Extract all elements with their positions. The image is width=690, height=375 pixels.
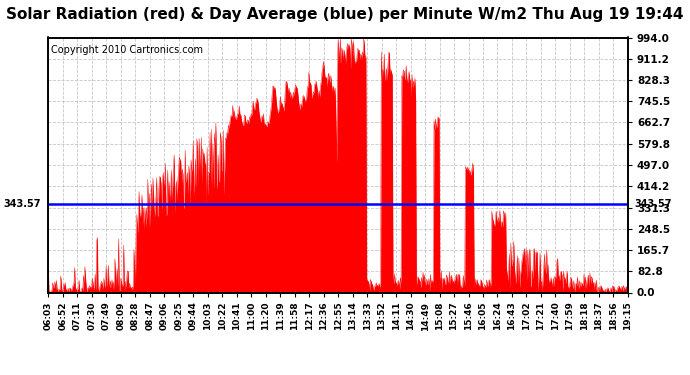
Text: Copyright 2010 Cartronics.com: Copyright 2010 Cartronics.com [51,45,203,55]
Text: 343.57: 343.57 [635,200,672,209]
Text: 343.57: 343.57 [4,200,41,209]
Text: Solar Radiation (red) & Day Average (blue) per Minute W/m2 Thu Aug 19 19:44: Solar Radiation (red) & Day Average (blu… [6,8,684,22]
